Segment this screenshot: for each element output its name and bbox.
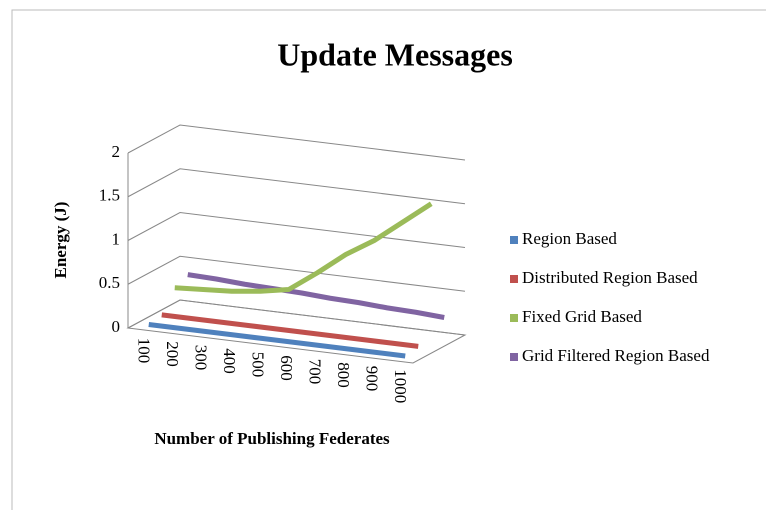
y-tick-label: 1 [112,229,121,248]
series-line [161,312,419,349]
x-tick-label: 1000 [391,369,410,403]
x-tick-label: 100 [134,338,153,364]
legend-swatch [510,275,518,283]
y-tick-label: 0 [112,317,121,336]
x-tick-label: 600 [277,355,296,381]
legend-swatch [510,236,518,244]
grid-line [127,124,466,161]
series-line [148,322,406,359]
y-tick-label: 1.5 [99,186,120,205]
x-axis-title: Number of Publishing Federates [154,429,390,448]
x-tick-label: 800 [334,362,353,388]
x-tick-label: 900 [362,366,381,392]
legend-swatch [510,314,518,322]
grid-line [127,211,466,248]
series-line [174,201,433,294]
legend-label: Grid Filtered Region Based [522,346,710,365]
y-tick-label: 0.5 [99,273,120,292]
x-tick-label: 200 [163,341,182,367]
legend-label: Region Based [522,229,617,248]
legend-label: Distributed Region Based [522,268,698,287]
legend-label: Fixed Grid Based [522,307,642,326]
grid-line [127,168,466,205]
y-axis-title: Energy (J) [51,202,70,279]
x-tick-label: 500 [248,352,267,378]
chart-border [11,9,766,510]
grid-line [127,299,466,336]
chart-title: Update Messages [277,36,513,72]
legend-swatch [510,353,518,361]
y-tick-label: 2 [112,142,121,161]
x-tick-label: 300 [191,345,210,371]
grid-line [127,255,466,292]
x-tick-label: 700 [305,359,324,385]
x-tick-label: 400 [220,348,239,374]
series-line [187,272,445,320]
